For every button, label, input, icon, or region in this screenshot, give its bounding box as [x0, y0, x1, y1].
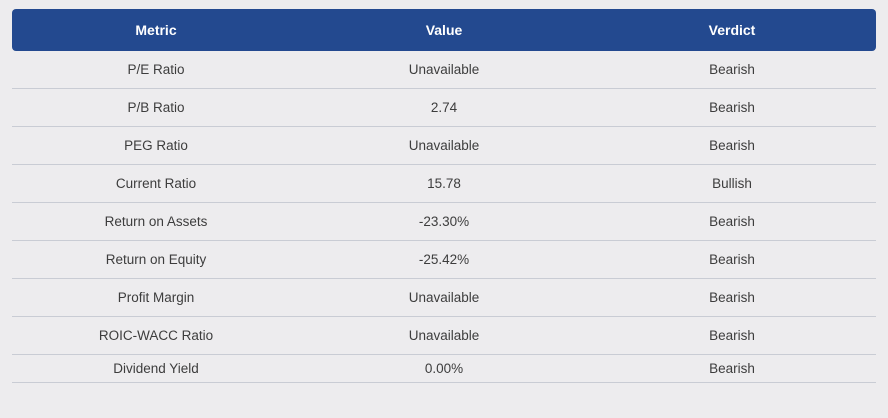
table-row: P/B Ratio 2.74 Bearish: [12, 89, 876, 127]
cell-verdict: Bullish: [712, 176, 752, 191]
header-value: Value: [425, 22, 463, 38]
header-verdict: Verdict: [708, 22, 756, 38]
cell-verdict: Bearish: [709, 214, 755, 229]
table-row: Return on Assets -23.30% Bearish: [12, 203, 876, 241]
cell-verdict: Bearish: [709, 361, 755, 376]
table-row: Current Ratio 15.78 Bullish: [12, 165, 876, 203]
cell-metric: Current Ratio: [115, 176, 197, 191]
cell-verdict: Bearish: [709, 290, 755, 305]
cell-value: -25.42%: [418, 252, 470, 267]
table-row: PEG Ratio Unavailable Bearish: [12, 127, 876, 165]
cell-value: Unavailable: [408, 328, 480, 343]
cell-value: Unavailable: [408, 138, 480, 153]
cell-verdict: Bearish: [709, 62, 755, 77]
cell-value: 0.00%: [424, 361, 464, 376]
cell-verdict: Bearish: [709, 100, 755, 115]
cell-verdict: Bearish: [709, 252, 755, 267]
table-header: Metric Value Verdict: [12, 9, 876, 51]
table-row: Dividend Yield 0.00% Bearish: [12, 355, 876, 383]
table-row: ROIC-WACC Ratio Unavailable Bearish: [12, 317, 876, 355]
metrics-table: Metric Value Verdict P/E Ratio Unavailab…: [12, 9, 876, 383]
table-row: Return on Equity -25.42% Bearish: [12, 241, 876, 279]
cell-metric: P/E Ratio: [127, 62, 185, 77]
cell-metric: Dividend Yield: [113, 361, 199, 376]
table-row: P/E Ratio Unavailable Bearish: [12, 51, 876, 89]
cell-metric: P/B Ratio: [127, 100, 185, 115]
cell-value: Unavailable: [408, 62, 480, 77]
table-row: Profit Margin Unavailable Bearish: [12, 279, 876, 317]
cell-value: 2.74: [430, 100, 458, 115]
header-metric: Metric: [135, 22, 177, 38]
cell-metric: Profit Margin: [117, 290, 195, 305]
cell-metric: ROIC-WACC Ratio: [98, 328, 214, 343]
cell-verdict: Bearish: [709, 328, 755, 343]
cell-metric: PEG Ratio: [124, 138, 188, 153]
cell-value: Unavailable: [408, 290, 480, 305]
cell-value: -23.30%: [418, 214, 470, 229]
table-body: P/E Ratio Unavailable Bearish P/B Ratio …: [12, 51, 876, 383]
cell-verdict: Bearish: [709, 138, 755, 153]
cell-metric: Return on Assets: [104, 214, 208, 229]
cell-metric: Return on Equity: [105, 252, 207, 267]
cell-value: 15.78: [427, 176, 461, 191]
